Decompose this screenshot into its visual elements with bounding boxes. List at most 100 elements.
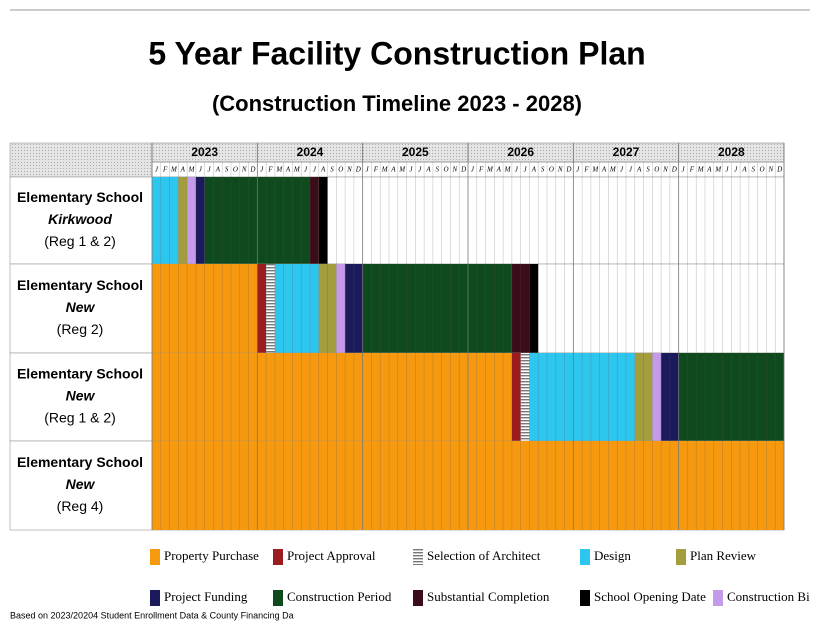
month-label: J — [576, 166, 580, 174]
month-label: A — [215, 166, 221, 174]
month-label: A — [180, 166, 186, 174]
phase-segment — [274, 264, 319, 353]
header-corner — [9, 142, 153, 178]
month-label: M — [609, 166, 617, 174]
month-label: S — [541, 166, 545, 174]
month-label: M — [504, 166, 512, 174]
month-label: F — [162, 166, 168, 174]
phase-segment — [152, 353, 512, 441]
month-label: S — [330, 166, 334, 174]
month-label: J — [366, 166, 370, 174]
row-label: (Reg 1 & 2) — [44, 410, 116, 426]
month-label: A — [601, 166, 607, 174]
month-label: S — [436, 166, 440, 174]
legend-label: Selection of Architect — [427, 548, 541, 563]
month-label: J — [725, 166, 729, 174]
month-label: A — [390, 166, 396, 174]
row-label: (Reg 4) — [57, 498, 104, 514]
month-label: A — [741, 166, 747, 174]
phase-segment — [529, 264, 539, 353]
legend-swatch — [273, 549, 283, 565]
year-label: 2024 — [297, 145, 324, 159]
month-label: D — [671, 166, 677, 174]
month-label: F — [689, 166, 695, 174]
month-label: O — [338, 166, 343, 174]
row-label: Kirkwood — [48, 211, 112, 227]
row-label: (Reg 2) — [57, 321, 104, 337]
month-label: D — [249, 166, 255, 174]
month-label: J — [313, 166, 317, 174]
phase-segment — [336, 264, 346, 353]
month-label: J — [682, 166, 686, 174]
month-label: D — [460, 166, 466, 174]
month-label: O — [444, 166, 449, 174]
phase-segment — [187, 177, 196, 264]
month-label: M — [275, 166, 283, 174]
phase-segment — [652, 353, 662, 441]
row-label: New — [66, 299, 96, 315]
month-label: M — [293, 166, 301, 174]
legend-swatch — [580, 549, 590, 565]
phase-segment — [362, 264, 512, 353]
phase-segment — [678, 353, 784, 441]
month-label: J — [409, 166, 413, 174]
month-label: M — [398, 166, 406, 174]
legend-swatch — [676, 549, 686, 565]
month-label: A — [496, 166, 502, 174]
month-label: J — [629, 166, 633, 174]
month-label: F — [267, 166, 273, 174]
month-label: O — [233, 166, 238, 174]
month-label: S — [646, 166, 650, 174]
month-label: N — [767, 166, 773, 174]
month-label: O — [549, 166, 554, 174]
legend-swatch — [580, 590, 590, 606]
legend-label: Plan Review — [690, 548, 757, 563]
year-label: 2023 — [191, 145, 218, 159]
month-label: N — [241, 166, 247, 174]
row-label: Elementary School — [17, 366, 143, 382]
legend-swatch — [413, 549, 423, 565]
phase-segment — [318, 177, 328, 264]
legend-label: School Opening Date — [594, 589, 706, 604]
month-label: J — [199, 166, 203, 174]
month-label: A — [285, 166, 291, 174]
legend-swatch — [150, 590, 160, 606]
phase-segment — [661, 353, 679, 441]
legend-label: Property Purchase — [164, 548, 259, 563]
year-label: 2026 — [507, 145, 534, 159]
month-label: A — [636, 166, 642, 174]
phase-segment — [529, 353, 635, 441]
month-label: D — [565, 166, 571, 174]
month-label: F — [373, 166, 379, 174]
month-label: O — [654, 166, 659, 174]
month-label: J — [260, 166, 264, 174]
month-label: J — [471, 166, 475, 174]
month-label: J — [620, 166, 624, 174]
month-label: O — [760, 166, 765, 174]
month-label: N — [557, 166, 563, 174]
phase-segment — [152, 177, 179, 264]
month-label: N — [662, 166, 668, 174]
phase-segment — [266, 264, 275, 353]
month-label: M — [697, 166, 705, 174]
row-label: (Reg 1 & 2) — [44, 233, 116, 249]
phase-segment — [195, 177, 205, 264]
month-label: J — [418, 166, 422, 174]
legend-swatch — [273, 590, 283, 606]
month-label: F — [583, 166, 589, 174]
month-label: D — [355, 166, 361, 174]
phase-segment — [310, 177, 319, 264]
month-label: M — [714, 166, 722, 174]
row-label: Elementary School — [17, 277, 143, 293]
phase-segment — [511, 264, 530, 353]
month-label: J — [515, 166, 519, 174]
year-label: 2027 — [613, 145, 640, 159]
phase-segment — [511, 353, 521, 441]
month-label: F — [478, 166, 484, 174]
month-label: N — [346, 166, 352, 174]
month-label: S — [225, 166, 229, 174]
legend-swatch — [150, 549, 160, 565]
month-label: A — [706, 166, 712, 174]
month-label: M — [381, 166, 389, 174]
